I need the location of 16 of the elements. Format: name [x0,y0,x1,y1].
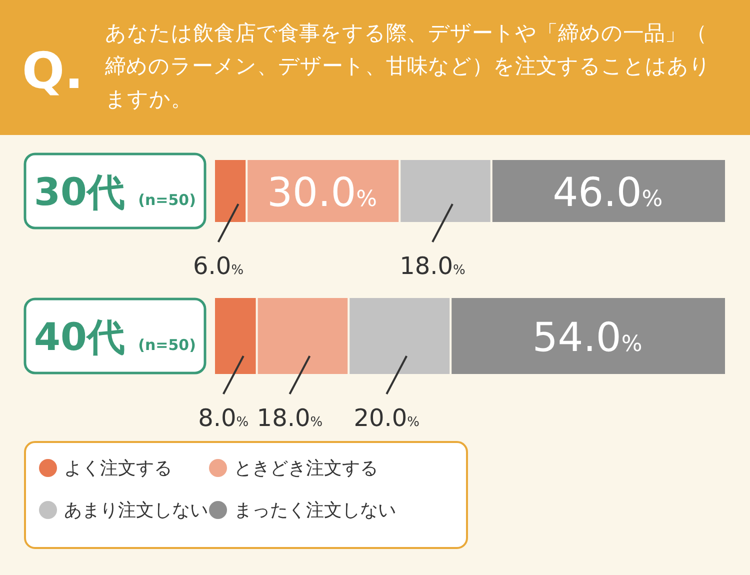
data-label: 18.0% [256,404,323,432]
data-label: 8.0% [198,404,249,432]
legend-label: あまり注文しない [64,500,208,521]
y-tick-label: 40代 (n=50) [34,315,196,359]
data-label: 18.0% [400,252,466,280]
data-label: 46.0% [552,170,663,216]
data-label: 20.0% [354,404,420,432]
legend-label: ときどき注文する [234,458,378,479]
y-tick-label: 30代 (n=50) [34,170,196,214]
legend-label: まったく注文しない [234,500,396,521]
chart-title: あなたは飲食店で食事をする際、デザートや「締めの一品」（締めのラーメン、デザート、甘味など）を注文することはありますか。 [104,21,711,111]
legend-label: よく注文する [64,458,172,479]
data-label: 54.0% [532,315,642,361]
text: Q. [22,42,84,100]
data-label: 30.0% [267,170,378,216]
data-label: 6.0% [193,252,244,280]
